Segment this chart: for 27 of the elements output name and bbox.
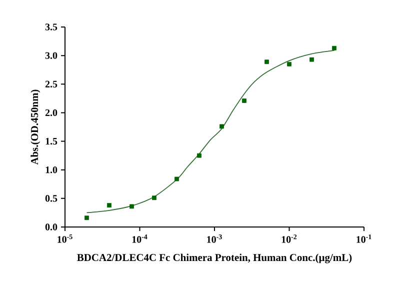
point <box>220 124 224 129</box>
y-axis-title: Abs.(OD.450nm) <box>30 90 40 165</box>
y-tick-label: 3.5 <box>45 24 58 30</box>
point <box>287 62 292 66</box>
y-tick-label: 2.5 <box>45 80 58 88</box>
x-tick-label: 10$^{-4}$ <box>132 234 148 243</box>
y-tick-label: 3.0 <box>45 52 58 59</box>
point <box>332 46 336 50</box>
point <box>197 153 202 158</box>
point <box>152 196 156 200</box>
x-tick-label: 10$^{-3}$ <box>207 234 222 243</box>
point <box>310 57 314 62</box>
y-tick-label: 1.5 <box>46 138 58 145</box>
y-tick-label: 0.5 <box>45 195 58 202</box>
point <box>264 60 269 64</box>
point <box>107 203 112 208</box>
x-tick-label: 10$^{-5}$ <box>58 234 72 243</box>
x-tick-label: 10$^{-1}$ <box>356 234 372 243</box>
x-axis-title: BDCA2/DLEC4C Fc Chimera Protein, Human Conc.(µg/mL) <box>77 254 352 264</box>
y-tick-label: 2.0 <box>45 109 58 116</box>
point <box>242 98 246 103</box>
y-tick-label: 1.0 <box>46 166 58 174</box>
point <box>130 204 134 209</box>
x-tick-label: 10$^{-2}$ <box>282 234 297 243</box>
point <box>174 176 179 182</box>
y-tick-label: 0.0 <box>45 224 58 230</box>
point <box>84 216 89 220</box>
